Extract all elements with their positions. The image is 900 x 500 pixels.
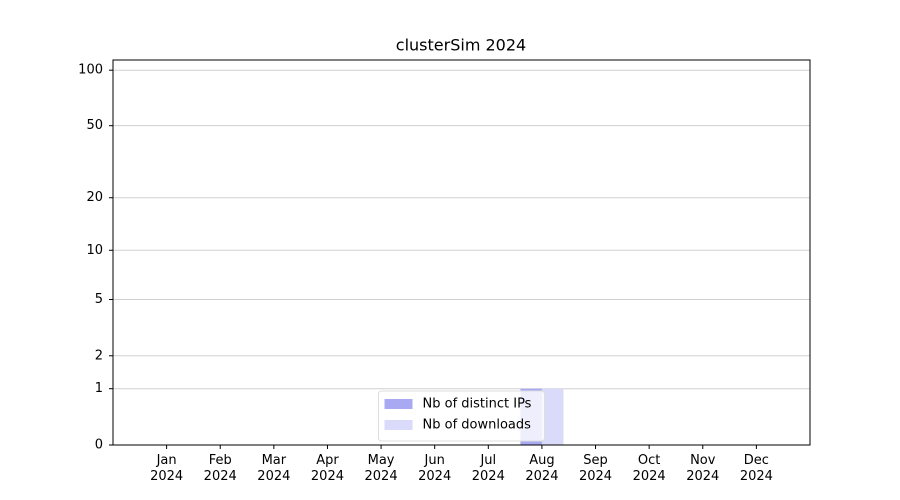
y-tick-label: 1	[95, 381, 103, 396]
y-tick-label: 100	[78, 63, 103, 78]
y-tick-label: 10	[86, 243, 103, 258]
x-tick-label: Oct 2024	[632, 453, 666, 484]
x-tick-label: May 2024	[364, 453, 398, 484]
y-tick-label: 2	[95, 348, 103, 363]
legend-swatch	[384, 399, 413, 409]
x-tick-label: Nov 2024	[686, 453, 720, 484]
x-tick-label: Apr 2024	[310, 453, 344, 484]
legend-swatch	[384, 420, 413, 430]
y-tick-label: 0	[95, 438, 103, 453]
x-tick-label: Dec 2024	[739, 453, 773, 484]
x-tick-label: Sep 2024	[578, 453, 613, 484]
legend-label: Nb of distinct IPs	[423, 397, 532, 412]
x-tick-label: Jul 2024	[471, 453, 505, 484]
x-tick-label: Jun 2024	[418, 453, 452, 484]
legend-label: Nb of downloads	[423, 418, 532, 433]
y-tick-label: 5	[95, 292, 103, 307]
x-tick-label: Feb 2024	[203, 453, 237, 484]
x-tick-label: Aug 2024	[525, 453, 559, 484]
bar	[541, 388, 564, 445]
plot-frame	[112, 59, 811, 446]
y-tick-label: 50	[86, 118, 103, 133]
x-tick-label: Jan 2024	[150, 453, 184, 484]
x-tick-label: Mar 2024	[257, 453, 291, 484]
chart-title: clusterSim 2024	[396, 36, 526, 55]
y-tick-label: 20	[86, 190, 103, 205]
legend-box	[378, 390, 545, 442]
grid	[113, 69, 810, 446]
